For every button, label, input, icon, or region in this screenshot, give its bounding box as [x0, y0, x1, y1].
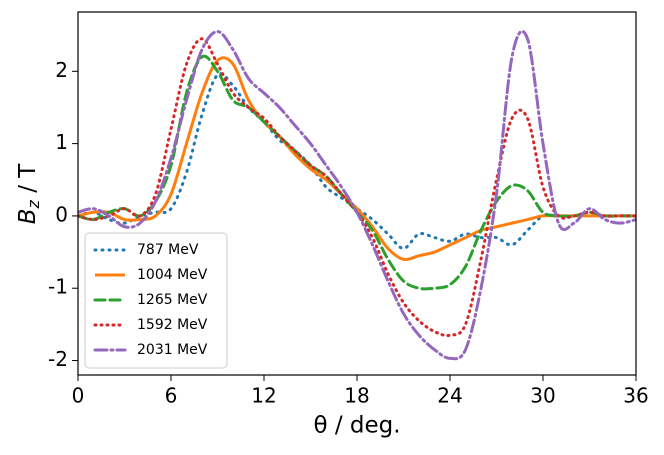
series-line	[78, 56, 636, 262]
x-tick-label: 18	[344, 384, 369, 408]
plot-frame	[77, 11, 637, 376]
y-axis-label-text: Bz / T	[15, 163, 43, 225]
y-tick-label: -2	[48, 347, 68, 371]
legend-box	[84, 232, 228, 369]
y-label-subscript: z	[24, 200, 43, 210]
x-tick-label: 24	[437, 384, 462, 408]
y-tick-label: 1	[55, 130, 68, 154]
y-tick-label: 2	[55, 58, 68, 82]
x-tick-label: 6	[165, 384, 178, 408]
legend-label: 787 MeV	[137, 242, 199, 258]
x-tick-label: 36	[623, 384, 648, 408]
y-label-symbol: B	[15, 209, 41, 225]
series-line	[78, 29, 636, 361]
series-line	[78, 37, 636, 338]
legend-label: 1004 MeV	[137, 267, 208, 283]
x-tick-label: 30	[530, 384, 555, 408]
y-label-unit: / T	[15, 163, 41, 200]
y-axis-label: Bz / T	[15, 163, 43, 225]
x-tick-label: 0	[72, 384, 85, 408]
x-tick-label: 12	[251, 384, 276, 408]
legend-label: 1592 MeV	[137, 317, 208, 333]
y-tick-label: 0	[55, 202, 68, 226]
legend-label: 2031 MeV	[137, 342, 208, 358]
series-line	[78, 72, 636, 250]
x-axis-label: θ / deg.	[313, 413, 400, 439]
legend-label: 1265 MeV	[137, 292, 208, 308]
y-tick-label: -1	[48, 275, 68, 299]
